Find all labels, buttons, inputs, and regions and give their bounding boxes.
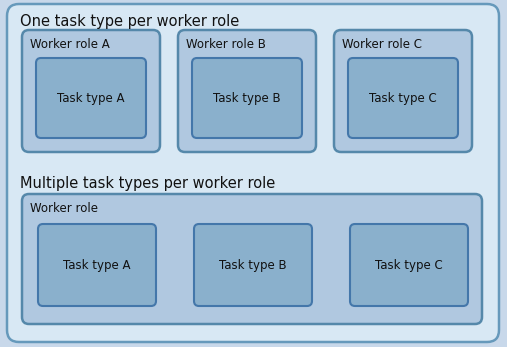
Text: Worker role C: Worker role C xyxy=(342,38,422,51)
FancyBboxPatch shape xyxy=(38,224,156,306)
FancyBboxPatch shape xyxy=(22,194,482,324)
FancyBboxPatch shape xyxy=(192,58,302,138)
Text: Task type A: Task type A xyxy=(63,259,131,271)
Text: Worker role: Worker role xyxy=(30,202,98,215)
Text: Task type C: Task type C xyxy=(375,259,443,271)
FancyBboxPatch shape xyxy=(194,224,312,306)
FancyBboxPatch shape xyxy=(22,30,160,152)
FancyBboxPatch shape xyxy=(334,30,472,152)
Text: Task type B: Task type B xyxy=(213,92,281,104)
FancyBboxPatch shape xyxy=(178,30,316,152)
Text: One task type per worker role: One task type per worker role xyxy=(20,14,239,29)
Text: Worker role B: Worker role B xyxy=(186,38,266,51)
Text: Task type C: Task type C xyxy=(369,92,437,104)
FancyBboxPatch shape xyxy=(350,224,468,306)
FancyBboxPatch shape xyxy=(36,58,146,138)
FancyBboxPatch shape xyxy=(348,58,458,138)
FancyBboxPatch shape xyxy=(7,4,499,342)
Text: Multiple task types per worker role: Multiple task types per worker role xyxy=(20,176,275,191)
Text: Task type B: Task type B xyxy=(219,259,287,271)
Text: Task type A: Task type A xyxy=(57,92,125,104)
Text: Worker role A: Worker role A xyxy=(30,38,110,51)
